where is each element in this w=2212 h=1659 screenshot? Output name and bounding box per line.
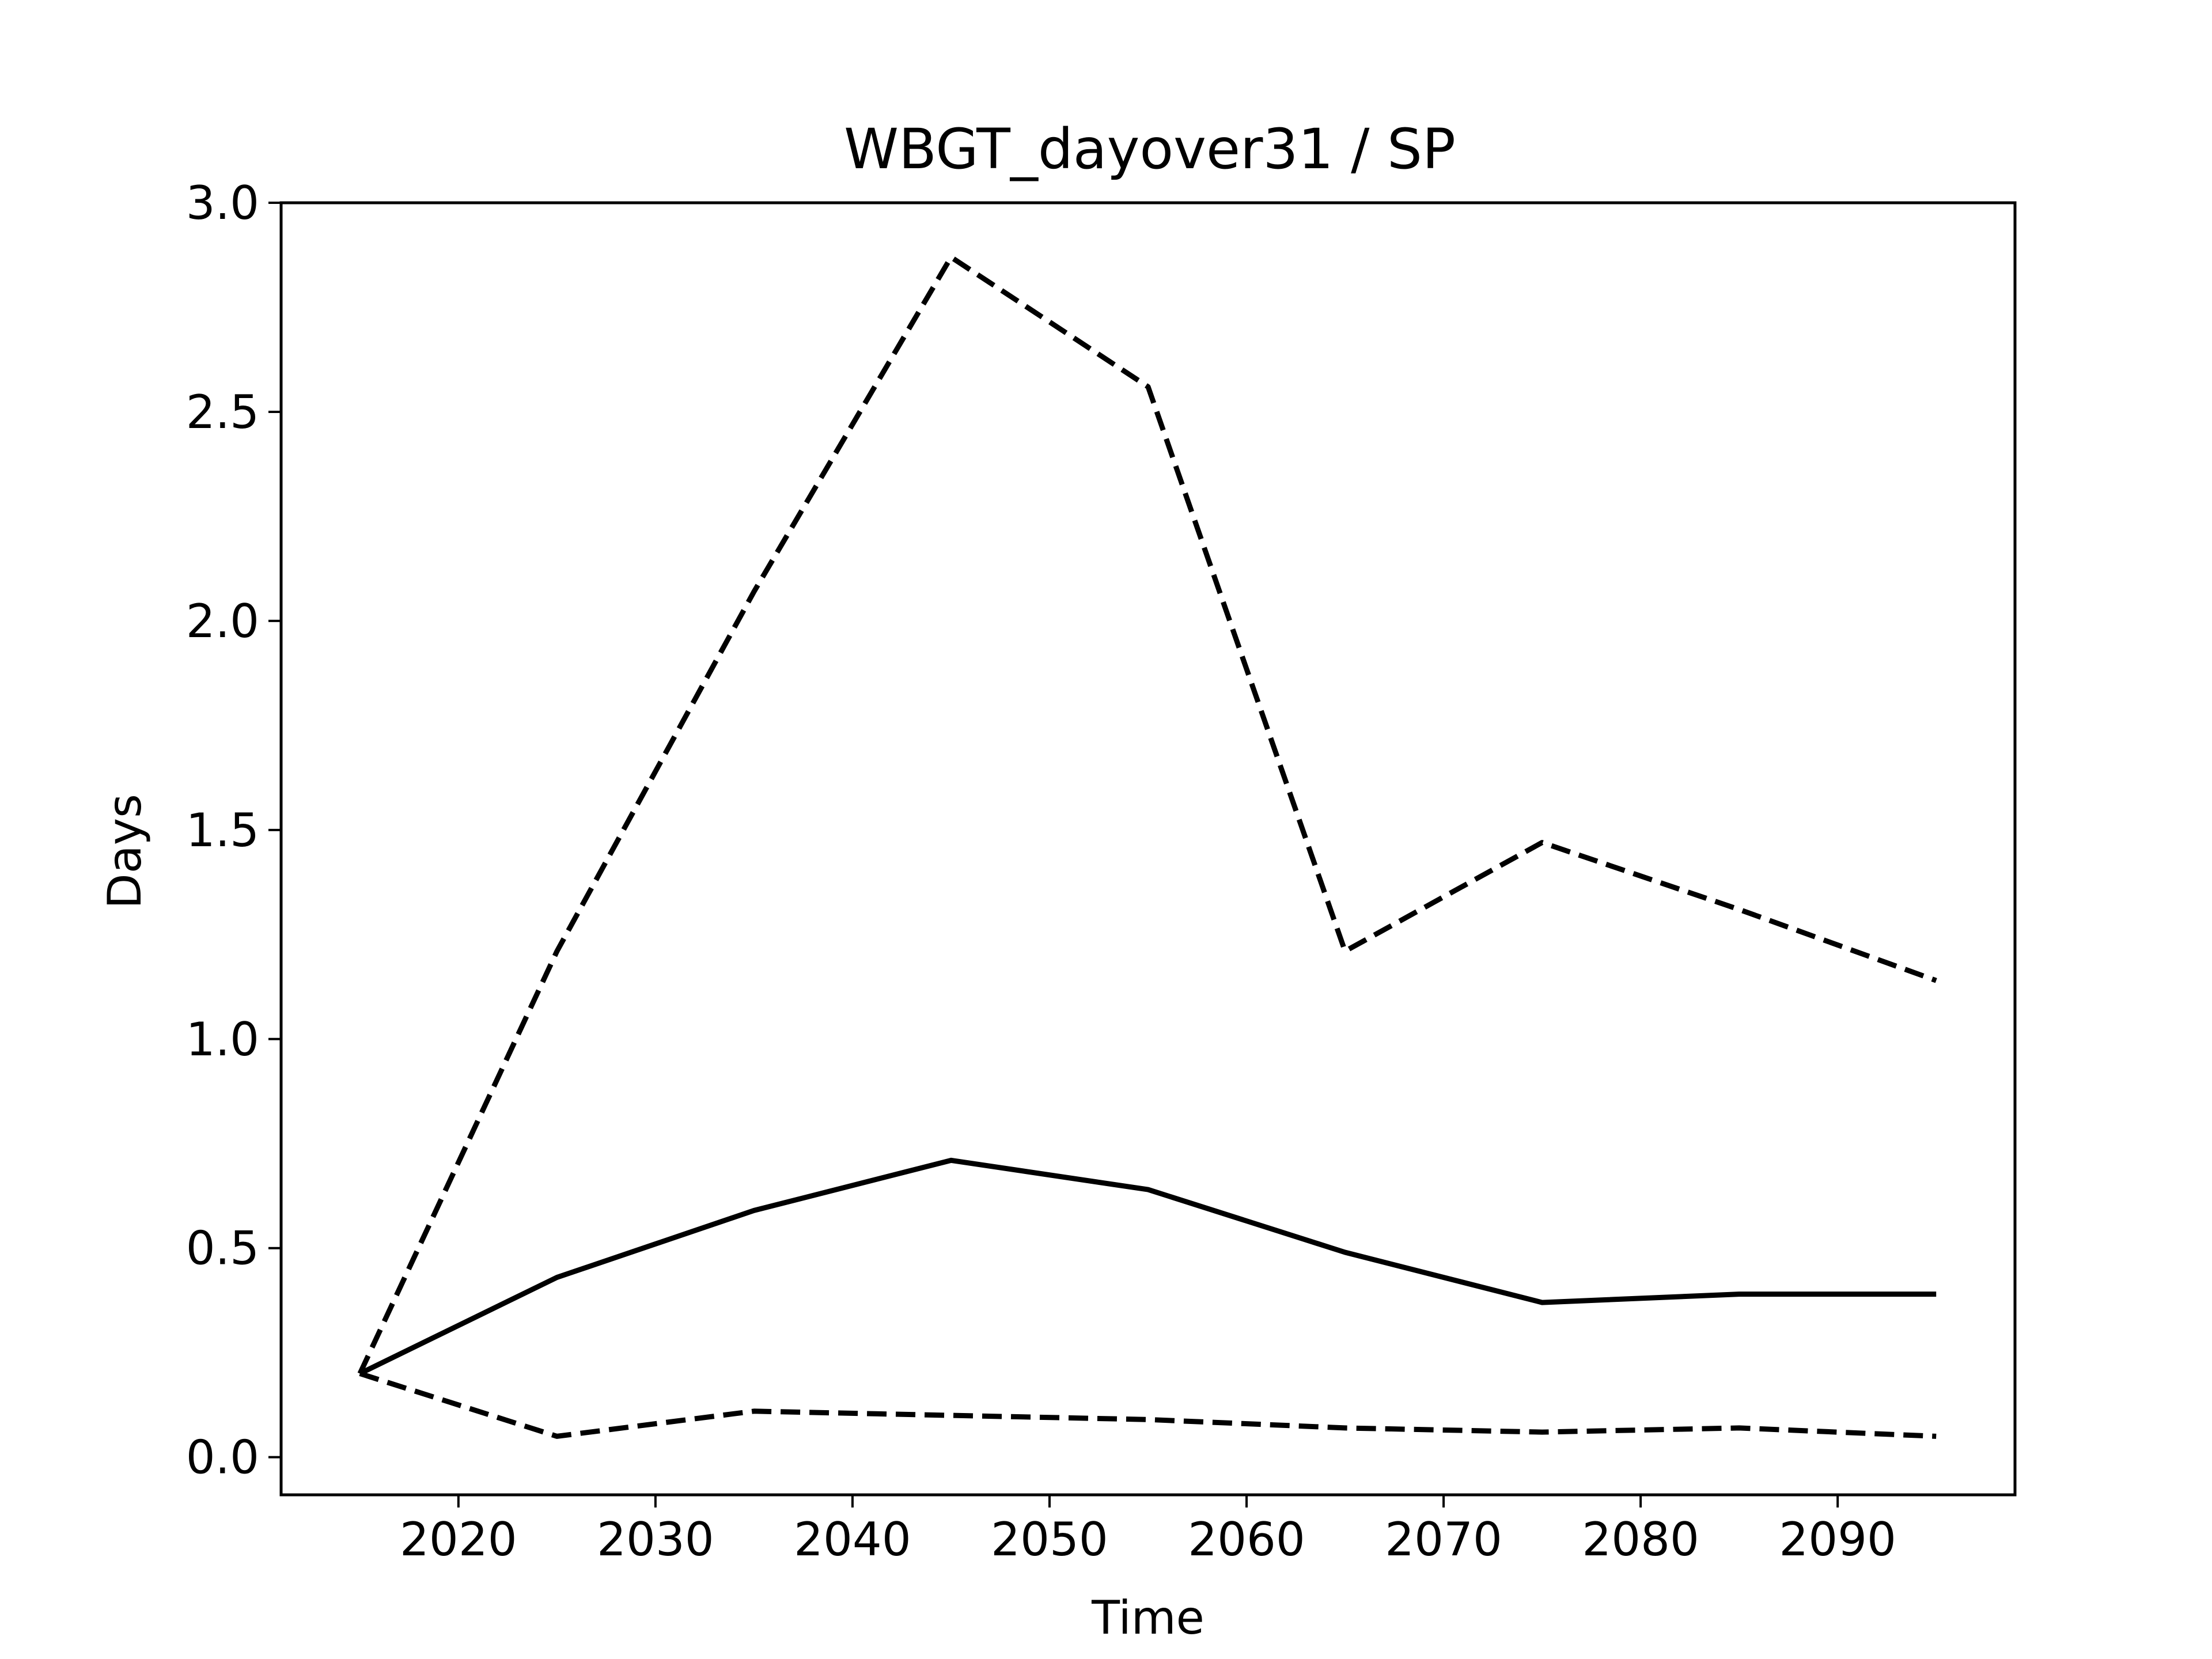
x-axis-ticks: 2020 2030 2040 2050 2060 2070 2080 2090 xyxy=(400,1495,1896,1566)
plot-area-frame xyxy=(279,201,2017,1497)
x-tick-label: 2070 xyxy=(1385,1513,1502,1566)
x-tick-label: 2030 xyxy=(597,1513,714,1566)
y-tick-label: 2.5 xyxy=(186,385,259,439)
y-axis-label: Days xyxy=(98,794,151,909)
x-tick-label: 2020 xyxy=(400,1513,517,1566)
y-tick-label: 0.5 xyxy=(186,1222,259,1275)
series-layer xyxy=(357,254,1937,1439)
x-tick-label: 2050 xyxy=(991,1513,1108,1566)
chart-title: WBGT_dayover31 / SP xyxy=(844,117,1456,181)
x-tick-label: 2090 xyxy=(1779,1513,1896,1566)
y-axis-ticks: 0.0 0.5 1.0 1.5 2.0 2.5 3.0 xyxy=(186,176,281,1484)
y-tick-label: 1.0 xyxy=(186,1013,259,1066)
y-tick-label: 0.0 xyxy=(186,1431,259,1484)
x-axis-label: Time xyxy=(1091,1591,1205,1645)
y-tick-label: 1.5 xyxy=(186,804,259,857)
x-tick-label: 2040 xyxy=(794,1513,911,1566)
y-tick-label: 2.0 xyxy=(186,594,259,648)
series-line-1 xyxy=(358,1157,1937,1376)
x-tick-label: 2060 xyxy=(1188,1513,1305,1566)
series-line-2 xyxy=(359,1371,1937,1439)
series-line-0 xyxy=(357,254,1937,1375)
y-tick-label: 3.0 xyxy=(186,176,259,230)
x-tick-label: 2080 xyxy=(1582,1513,1699,1566)
